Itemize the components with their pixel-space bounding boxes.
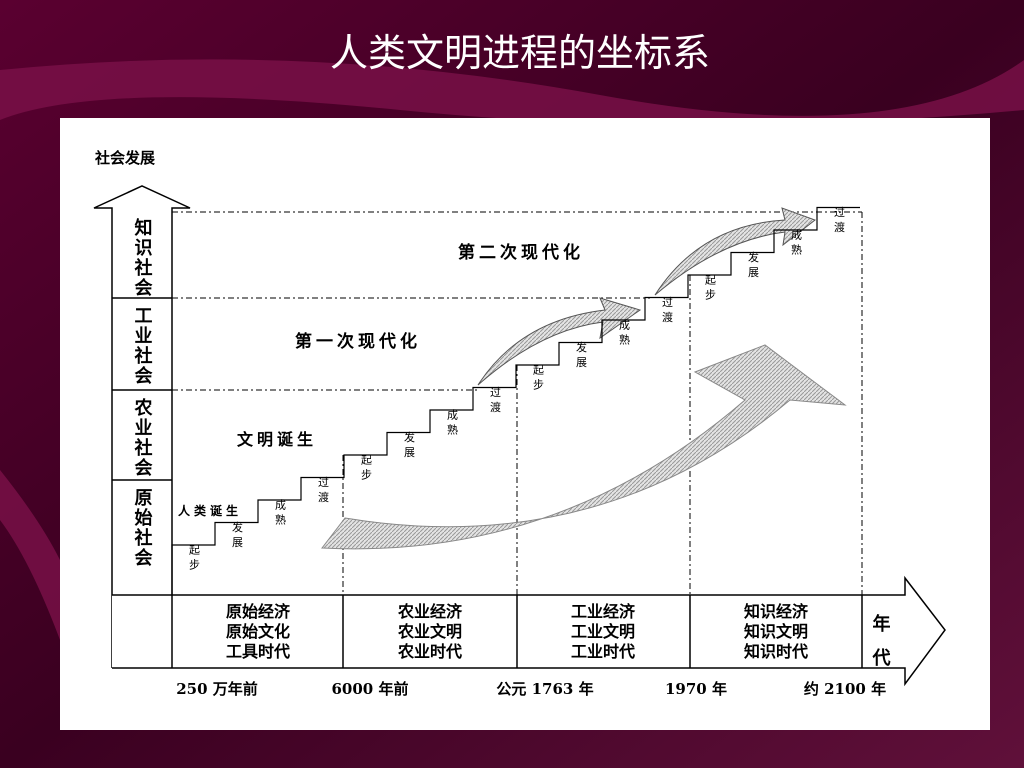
step-label: 过渡 xyxy=(833,206,846,236)
year-label: 6000 年前 xyxy=(332,680,409,698)
step-label: 起步 xyxy=(188,544,201,574)
era-label: 知识经济 xyxy=(744,602,809,621)
step-label: 发展 xyxy=(231,520,244,551)
growth-arrow xyxy=(321,344,847,550)
guide-lines xyxy=(172,211,863,595)
era-label: 原始经济 xyxy=(226,602,291,621)
step-label: 起步 xyxy=(532,364,545,394)
year-label: 公元 1763 年 xyxy=(496,680,593,698)
modernization-arrow xyxy=(477,297,642,386)
y-axis-label: 社会发展 xyxy=(94,149,155,167)
era-label: 工业时代 xyxy=(571,642,635,661)
era-label: 农业经济 xyxy=(397,602,463,621)
era-label: 工业经济 xyxy=(571,602,636,621)
society-label: 工业社会 xyxy=(132,306,153,386)
row-dividers xyxy=(112,297,172,481)
year-label: 约 2100 年 xyxy=(804,680,886,698)
era-label: 工具时代 xyxy=(226,642,290,661)
step-label: 成熟 xyxy=(446,409,459,439)
staircase xyxy=(171,206,860,595)
step-label: 发展 xyxy=(747,250,760,281)
era-label: 知识文明 xyxy=(744,622,808,641)
x-axis-label: 年代 xyxy=(870,613,892,682)
step-label: 过渡 xyxy=(317,476,330,506)
year-label: 250 万年前 xyxy=(176,680,258,698)
step-label: 发展 xyxy=(575,340,588,371)
milestone-label: 人类诞生 xyxy=(178,503,242,518)
era-label: 农业文明 xyxy=(397,622,462,641)
swoosh xyxy=(0,470,60,640)
milestone-label: 文明诞生 xyxy=(237,430,317,449)
society-label: 知识社会 xyxy=(132,217,153,298)
swoosh xyxy=(0,59,1024,125)
era-label: 知识时代 xyxy=(744,642,808,661)
era-label: 工业文明 xyxy=(571,622,635,641)
step-label: 成熟 xyxy=(618,319,631,349)
step-label: 成熟 xyxy=(790,229,803,259)
step-label: 成熟 xyxy=(274,499,287,529)
step-label: 发展 xyxy=(403,430,416,461)
step-label: 起步 xyxy=(704,274,717,304)
x-axis-arrow xyxy=(112,575,946,687)
era-label: 原始文化 xyxy=(226,622,290,641)
step-label: 过渡 xyxy=(661,296,674,326)
milestone-label: 第一次现代化 xyxy=(295,331,421,352)
era-label: 农业时代 xyxy=(397,642,462,661)
society-label: 原始社会 xyxy=(132,488,153,568)
slide-title: 人类文明进程的坐标系 xyxy=(330,31,710,75)
society-label: 农业社会 xyxy=(132,397,154,478)
milestone-label: 第二次现代化 xyxy=(458,242,584,263)
step-label: 起步 xyxy=(360,454,373,484)
era-dividers xyxy=(171,595,863,668)
step-label: 过渡 xyxy=(489,386,502,416)
year-label: 1970 年 xyxy=(665,680,727,698)
y-axis-arrow xyxy=(93,185,191,668)
